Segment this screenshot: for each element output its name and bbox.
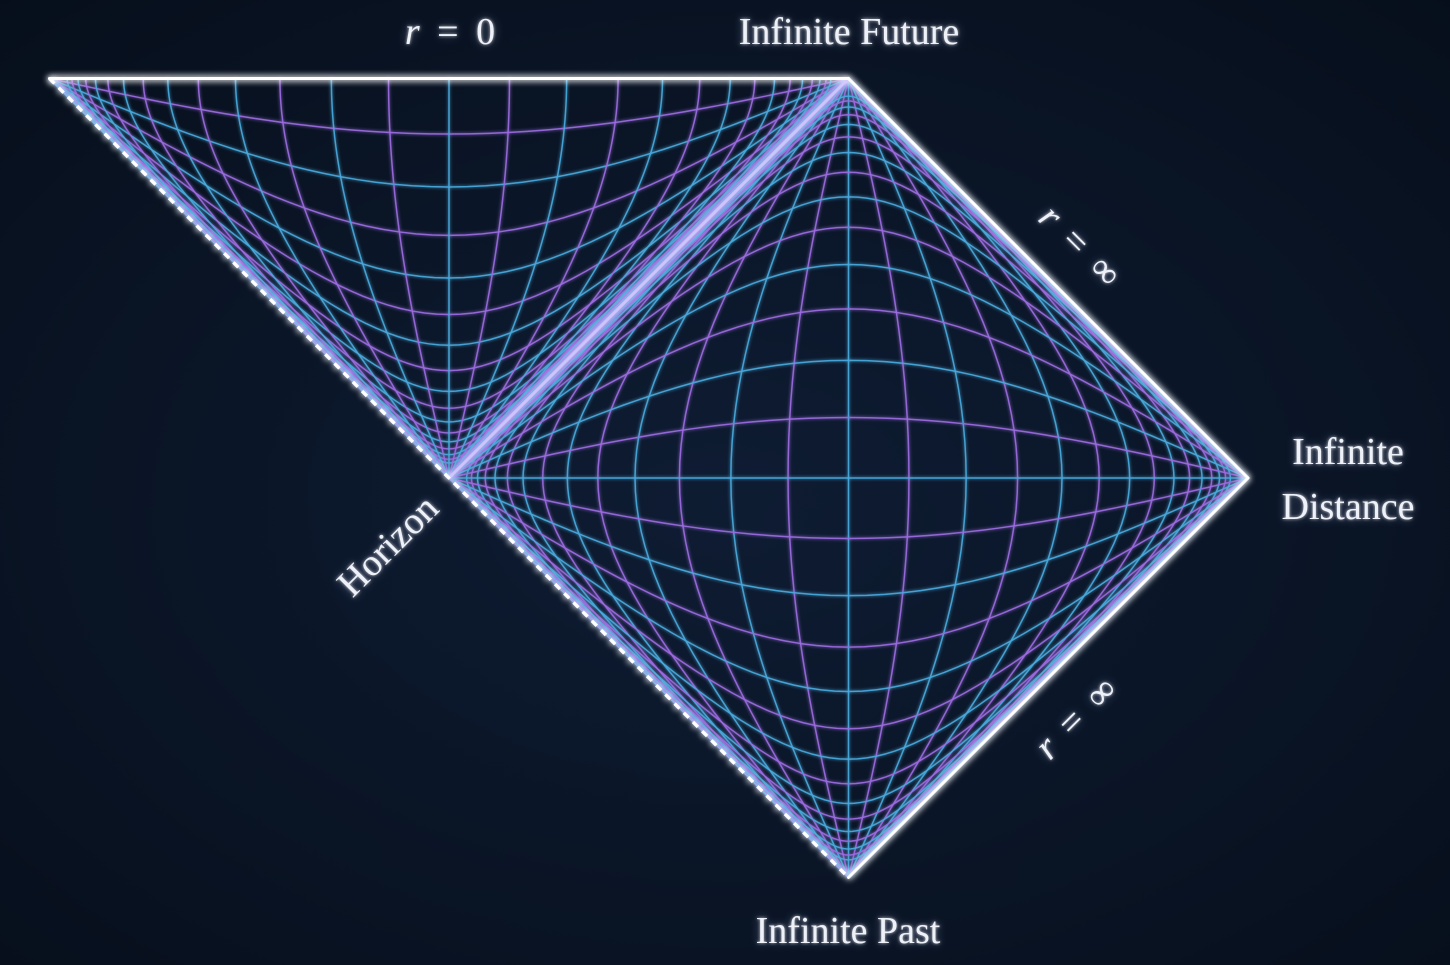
interior-constant-t-curve — [122, 77, 450, 479]
future-null-infinity-line — [847, 77, 1250, 480]
interior-constant-t-curve — [448, 77, 664, 479]
interior-constant-t-curve — [448, 77, 511, 479]
interior-constant-t-curve — [197, 77, 450, 479]
singularity-label: r = 0 — [404, 11, 496, 53]
interior-constant-t-curve — [448, 77, 804, 479]
interior-constant-t-curve — [234, 77, 450, 479]
past-infinity-label: Infinite Past — [755, 910, 941, 952]
diagram-boundaries — [48, 77, 1250, 879]
interior-constant-t-curve — [84, 77, 450, 479]
math-variable: r — [404, 11, 420, 53]
interior-constant-t-curve — [448, 77, 701, 479]
interior-constant-t-curve — [448, 77, 619, 479]
interior-constant-t-curve — [448, 77, 814, 479]
interior-constant-t-curve — [448, 77, 821, 479]
interior-constant-t-curve — [94, 77, 450, 479]
interior-constant-t-curve — [107, 77, 450, 479]
past-null-infinity-line — [847, 476, 1250, 879]
future-infinity-label: Infinite Future — [738, 11, 960, 53]
spatial-infinity-label: Infinite Distance — [1282, 425, 1415, 535]
interior-constant-t-curve — [448, 77, 827, 479]
horizon-dashed-line — [48, 77, 850, 879]
spatial-infinity-label-line-1: Infinite — [1292, 431, 1404, 473]
interior-constant-t-curve — [448, 77, 568, 479]
interior-constant-t-curve — [167, 77, 450, 479]
interior-constant-t-curve — [448, 77, 756, 479]
interior-constant-t-curve — [71, 77, 450, 479]
interior-constant-t-curve — [387, 77, 450, 479]
interior-constant-t-curve — [77, 77, 450, 479]
interior-constant-t-curve — [330, 77, 450, 479]
future-horizon-line — [447, 77, 850, 480]
interior-constant-t-curve — [448, 77, 832, 479]
interior-constant-t-curve — [142, 77, 450, 479]
interior-constant-t-curve — [448, 77, 791, 479]
interior-constant-t-curve — [448, 77, 731, 479]
interior-constant-t-curve — [66, 77, 450, 479]
spatial-infinity-label-line-2: Distance — [1281, 486, 1415, 528]
interior-constant-t-curve — [448, 77, 776, 479]
interior-constant-t-curve — [279, 77, 450, 479]
